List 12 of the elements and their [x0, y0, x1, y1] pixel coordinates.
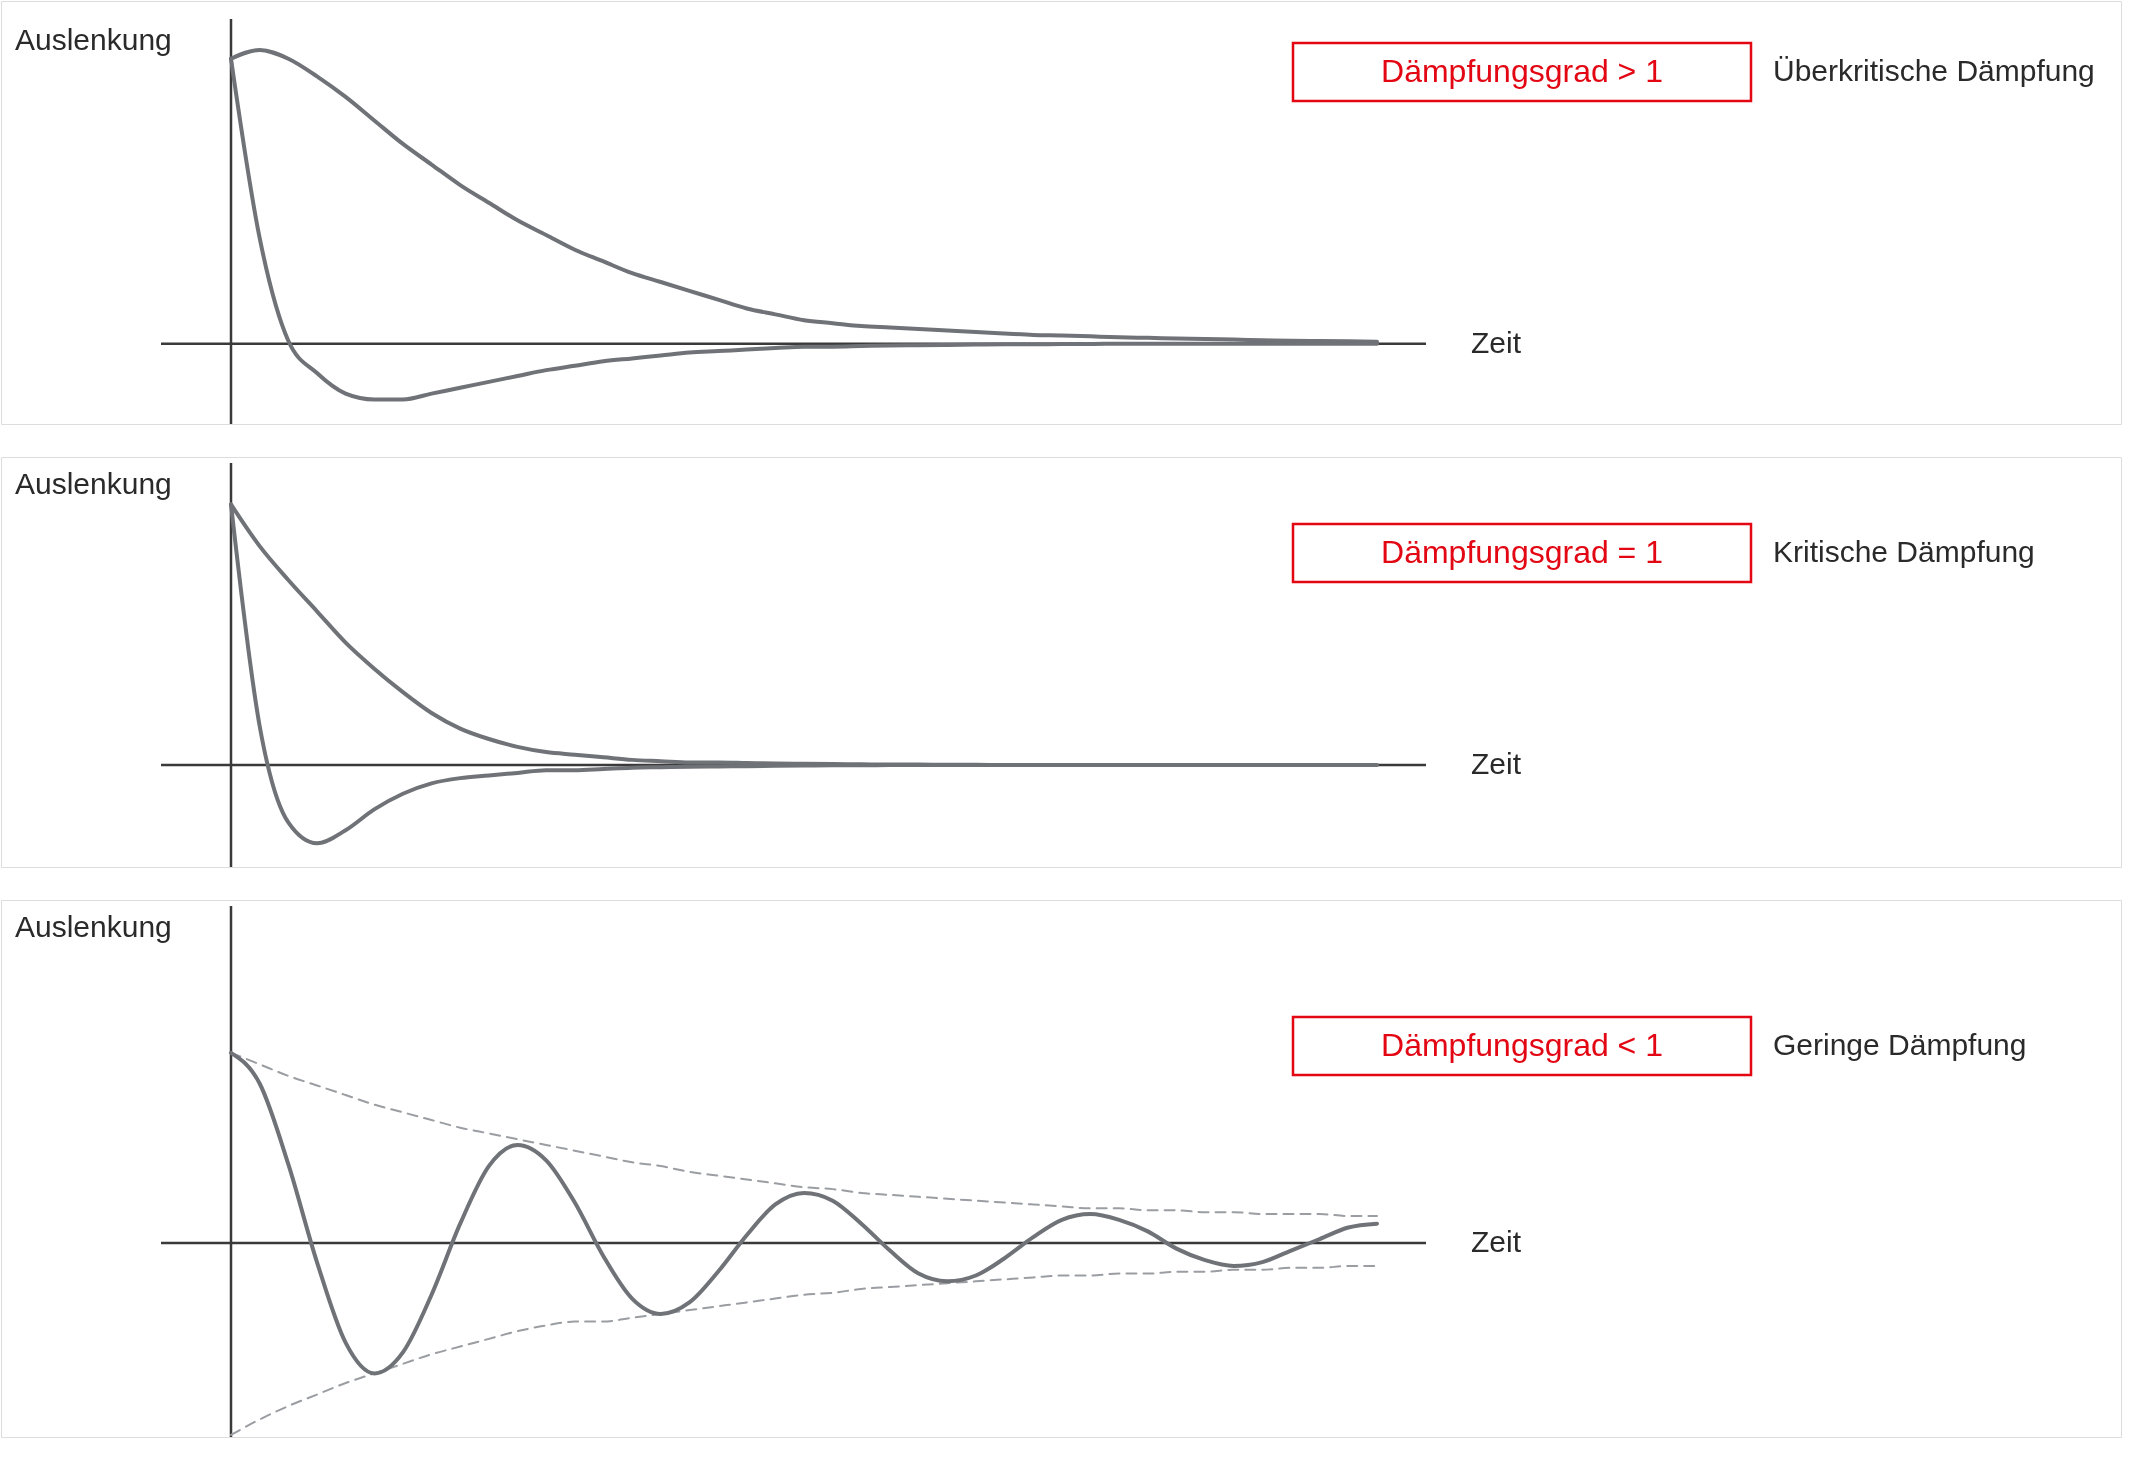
annotation: Dämpfungsgrad > 1	[1381, 53, 1663, 89]
x-axis-title: Zeit	[1471, 325, 1522, 359]
x-axis-title: Zeit	[1471, 747, 1522, 781]
y-axis-title: Auslenkung	[15, 910, 172, 943]
y-axis-title: Auslenkung	[15, 23, 172, 56]
x-axis-title: Zeit	[1471, 1224, 1522, 1258]
annotation: Dämpfungsgrad = 1	[1381, 534, 1663, 570]
text: Kritische Dämpfung	[1773, 535, 2035, 568]
text: Geringe Dämpfung	[1773, 1028, 2027, 1061]
y-axis-title: Auslenkung	[15, 467, 172, 500]
text: Überkritische Dämpfung	[1773, 54, 2095, 87]
annotation: Dämpfungsgrad < 1	[1381, 1027, 1663, 1063]
